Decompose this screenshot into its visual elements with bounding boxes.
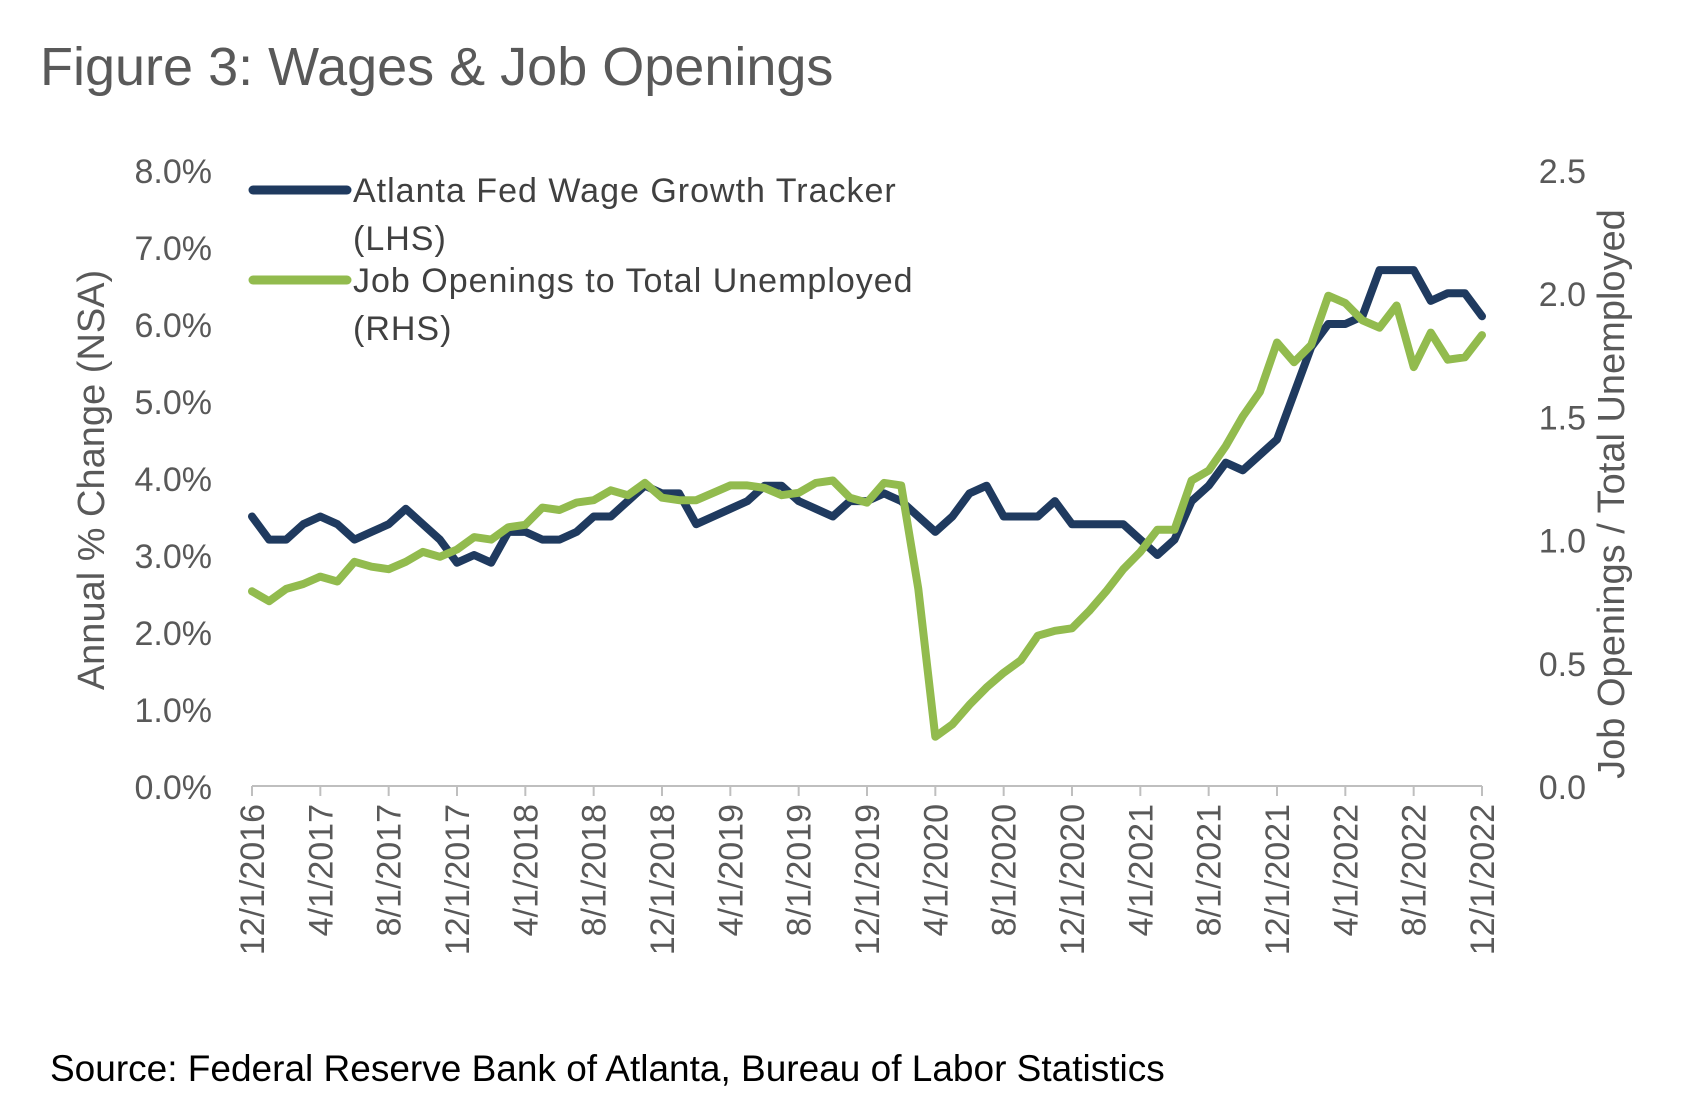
left-tick-label: 3.0% [135,538,213,576]
series-layer [248,266,1486,741]
x-tick-label: 8/1/2022 [1396,804,1434,936]
x-axis-ticks: 12/1/2016 4/1/2017 8/1/2017 12/1/2017 4/1/20… [234,786,1502,955]
chart-title: Figure 3: Wages & Job Openings [40,37,834,97]
x-tick-label: 8/1/2017 [371,804,409,936]
right-tick-label: 0.0 [1539,769,1586,807]
left-tick-label: 0.0% [135,769,213,807]
dual-axis-line-chart: 0.0% 1.0% 2.0% 3.0% 4.0% 5.0% 6.0% 7.0% 8.0% 0.0… [71,153,1633,955]
left-tick-label: 8.0% [135,153,213,191]
x-tick-label: 8/1/2018 [576,804,614,936]
x-tick-label: 12/1/2017 [439,804,477,955]
x-tick-label: 12/1/2020 [1054,804,1092,955]
x-tick-label: 4/1/2020 [917,804,955,936]
x-tick-label: 12/1/2018 [644,804,682,955]
x-tick-label: 8/1/2020 [986,804,1024,936]
legend-label-job-openings: Job Openings to Total Unemployed [353,262,914,300]
x-tick-label: 4/1/2022 [1327,804,1365,936]
legend-item-wage-growth: Atlanta Fed Wage Growth Tracker (LHS) [248,172,897,258]
x-tick-label: 12/1/2019 [849,804,887,955]
left-tick-label: 7.0% [135,230,213,268]
x-tick-label: 4/1/2017 [302,804,340,936]
right-tick-label: 1.0 [1539,523,1586,561]
left-tick-label: 5.0% [135,384,213,422]
right-tick-label: 1.5 [1539,399,1586,437]
legend-suffix-wage-growth: (LHS) [353,220,447,258]
right-axis-ticks: 0.0 0.5 1.0 1.5 2.0 2.5 [1539,153,1586,807]
left-tick-label: 1.0% [135,692,213,730]
x-tick-label: 4/1/2019 [712,804,750,936]
right-tick-label: 2.0 [1539,276,1586,314]
left-tick-label: 6.0% [135,307,213,345]
right-tick-label: 0.5 [1539,646,1586,684]
x-tick-label: 12/1/2021 [1259,804,1297,955]
right-tick-label: 2.5 [1539,153,1586,191]
x-tick-label: 8/1/2021 [1191,804,1229,936]
x-tick-label: 12/1/2016 [234,804,272,955]
legend-item-job-openings: Job Openings to Total Unemployed (RHS) [248,262,914,348]
source-note: Source: Federal Reserve Bank of Atlanta,… [50,1048,1165,1089]
right-axis-label: Job Openings / Total Unemployed [1591,209,1633,779]
left-axis-ticks: 0.0% 1.0% 2.0% 3.0% 4.0% 5.0% 6.0% 7.0% 8.0% [135,153,213,807]
x-tick-label: 8/1/2019 [781,804,819,936]
legend-suffix-job-openings: (RHS) [353,310,452,348]
left-tick-label: 4.0% [135,461,213,499]
x-tick-label: 4/1/2018 [507,804,545,936]
left-axis-label: Annual % Change (NSA) [71,270,113,690]
legend-label-wage-growth: Atlanta Fed Wage Growth Tracker [353,172,897,210]
legend: Atlanta Fed Wage Growth Tracker (LHS) Jo… [248,172,914,348]
x-tick-label: 12/1/2022 [1464,804,1502,955]
series-line-job-openings [248,291,1486,741]
left-tick-label: 2.0% [135,615,213,653]
x-tick-label: 4/1/2021 [1122,804,1160,936]
